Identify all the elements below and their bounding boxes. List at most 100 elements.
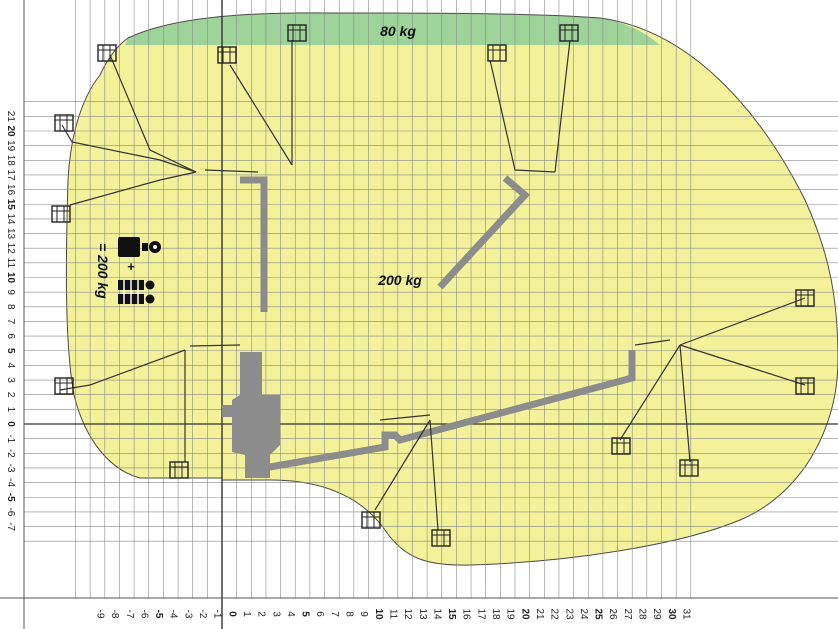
x-tick-label: -6	[138, 610, 149, 619]
zone-200kg-label: 200 kg	[377, 272, 422, 288]
y-tick-label: -3	[5, 463, 16, 472]
x-tick-label: 29	[651, 608, 662, 620]
x-tick-label: 9	[358, 611, 369, 617]
platform-basket-icon	[611, 437, 631, 455]
platform-basket-icon	[559, 24, 579, 42]
x-tick-label: 28	[637, 608, 648, 620]
x-tick-label: -2	[197, 610, 208, 619]
boom-retracted-vertical	[240, 176, 268, 312]
y-tick-label: -4	[5, 478, 16, 487]
platform-basket-icon	[169, 461, 189, 479]
y-tick-label: 4	[5, 363, 16, 369]
boom-arm-line	[204, 169, 259, 173]
platform-basket-icon	[487, 44, 507, 62]
x-tick-label: 6	[314, 611, 325, 617]
platform-basket-icon	[54, 377, 74, 395]
x-tick-label: 0	[226, 611, 237, 617]
x-axis-ticks: -9 -8 -7 -6 -5 -4 -3 -2 -1 0 1 2 3 4 5 6 7 8 9 10 11 12 13 14 15…	[94, 608, 691, 620]
working-envelope	[65, 12, 838, 566]
zone-80kg-label: 80 kg	[380, 23, 416, 39]
x-tick-label: 17	[475, 608, 486, 620]
x-tick-label: 4	[285, 611, 296, 617]
platform-basket-icon	[679, 459, 699, 477]
x-tick-label: 27	[622, 608, 633, 620]
platform-basket-icon	[97, 44, 117, 62]
x-tick-label: 21	[534, 608, 545, 620]
boom-arm-line	[189, 344, 241, 347]
x-tick-label: 26	[607, 608, 618, 620]
zone-80kg	[125, 12, 660, 46]
y-tick-label: 1	[5, 407, 16, 413]
legend-capacity-text: = 200 kg	[95, 243, 111, 299]
platform-basket-icon	[287, 24, 307, 42]
platform-basket-icon	[795, 289, 815, 307]
y-tick-label: 21	[5, 111, 16, 123]
x-tick-label: 23	[563, 608, 574, 620]
zone-200kg	[66, 12, 838, 566]
boom-horizontal-reach	[251, 350, 636, 474]
platform-basket-icon	[54, 114, 74, 132]
x-tick-label: 30	[666, 608, 677, 620]
x-tick-label: -9	[94, 610, 105, 619]
boom-arm-line	[634, 339, 671, 346]
boom-arm-line	[619, 344, 681, 441]
payload-box-icon	[118, 237, 161, 257]
boom-arm-line	[61, 124, 197, 173]
boom-positions	[51, 24, 815, 547]
y-axis-ticks: 2120191817161514131211109876543210-1-2-3…	[5, 111, 16, 532]
y-tick-label: 5	[5, 348, 16, 354]
y-tick-label: -6	[5, 507, 16, 516]
x-tick-label: 10	[373, 608, 384, 620]
platform-basket-icon	[217, 46, 237, 64]
platform-basket-icon	[431, 529, 451, 547]
x-tick-label: 19	[505, 608, 516, 620]
y-tick-label: 19	[5, 140, 16, 152]
x-tick-label: 14	[431, 608, 442, 620]
x-tick-label: -8	[109, 610, 120, 619]
x-tick-label: 22	[549, 608, 560, 620]
y-tick-label: 6	[5, 333, 16, 339]
y-tick-label: -1	[5, 434, 16, 443]
y-tick-label: 13	[5, 228, 16, 240]
y-tick-label: 8	[5, 304, 16, 310]
chassis	[232, 352, 280, 478]
y-tick-label: 9	[5, 289, 16, 295]
platform-basket-icon	[51, 205, 71, 223]
boom-arm-line	[679, 344, 806, 386]
grid	[24, 0, 838, 598]
boom-arm-line	[429, 419, 439, 531]
boom-arm-line	[379, 414, 431, 421]
x-tick-label: 5	[300, 611, 311, 617]
boom-200kg-reach	[437, 175, 531, 290]
x-tick-label: 25	[593, 608, 604, 620]
y-tick-label: 7	[5, 319, 16, 325]
boom-arm-line	[59, 349, 186, 391]
x-tick-label: 18	[490, 608, 501, 620]
two-persons-icon	[118, 280, 155, 304]
x-tick-label: 8	[344, 611, 355, 617]
x-tick-label: 24	[578, 608, 589, 620]
x-tick-label: 16	[461, 608, 472, 620]
x-tick-label: -1	[212, 610, 223, 619]
y-tick-label: 14	[5, 213, 16, 225]
x-tick-label: -3	[182, 610, 193, 619]
y-tick-label: 3	[5, 377, 16, 383]
x-tick-label: -5	[153, 610, 164, 619]
x-tick-label: -7	[124, 610, 135, 619]
y-tick-label: 18	[5, 155, 16, 167]
x-tick-label: 3	[270, 611, 281, 617]
y-tick-label: 10	[5, 272, 16, 284]
machine-silhouette	[222, 175, 636, 478]
boom-arm-line	[554, 39, 571, 173]
boom-arm-line	[679, 344, 691, 463]
x-tick-label: 1	[241, 611, 252, 617]
x-tick-label: 15	[446, 608, 457, 620]
boom-arm-line	[229, 64, 293, 166]
y-tick-label: 12	[5, 243, 16, 255]
platform-basket-icon	[361, 511, 381, 529]
boom-arm-line	[489, 59, 556, 173]
x-tick-label: 31	[680, 608, 691, 620]
x-tick-label: 2	[256, 611, 267, 617]
